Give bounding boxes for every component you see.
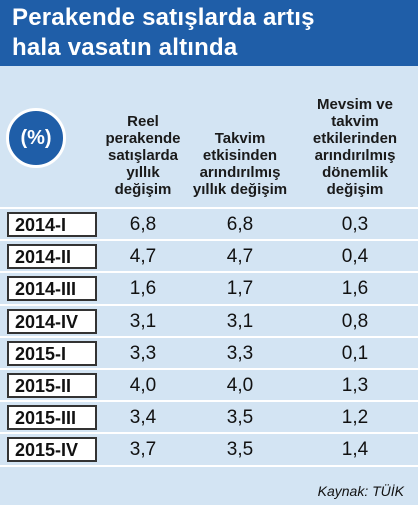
row-separator	[0, 271, 418, 274]
cell: 0,8	[341, 310, 369, 332]
cell: 0,1	[341, 342, 369, 364]
header-line: satışlarda	[107, 147, 179, 164]
cell: 3,3	[226, 342, 254, 364]
row-label: 2015-IV	[7, 437, 97, 463]
row-label: 2014-IV	[7, 308, 97, 334]
header-line: Mevsim ve	[317, 96, 393, 113]
header-line: takvim	[331, 113, 379, 130]
cell: 1,4	[341, 439, 369, 461]
cell: 3,5	[226, 439, 254, 461]
header-line: değişim	[114, 181, 172, 198]
row-label: 2014-III	[7, 276, 97, 302]
cell: 0,3	[341, 214, 369, 235]
header-line: arındırılmış	[314, 147, 396, 164]
column-header: Reel perakende satışlarda yıllık değişim	[105, 113, 180, 198]
title-line: hala vasatın altında	[12, 34, 238, 61]
cell: 4,7	[226, 246, 254, 268]
row-separator	[0, 400, 418, 403]
cell: 4,0	[226, 375, 254, 396]
cell: 1,6	[129, 278, 157, 300]
row-label: 2015-III	[7, 405, 97, 431]
row-separator	[0, 207, 418, 209]
header-line: yıllık	[126, 164, 160, 181]
cell: 4,7	[129, 246, 157, 268]
header-line: değişim	[326, 181, 384, 198]
column-header: Mevsim ve takvim etkilerinden arındırılmış d…	[313, 96, 397, 198]
header-line: etkisinden	[202, 147, 278, 164]
cell: 3,3	[129, 342, 157, 364]
header-line: etkilerinden	[312, 130, 398, 147]
cell: 1,2	[341, 407, 369, 429]
header-line: dönemlik	[322, 164, 388, 181]
row-separator	[0, 335, 418, 338]
row-label: 2015-II	[7, 373, 97, 398]
cell: 3,5	[226, 407, 254, 429]
cell: 3,4	[129, 407, 157, 429]
column-header: Takvim etkisinden arındırılmış yıllık değiş…	[193, 130, 287, 198]
cell: 1,7	[226, 278, 254, 300]
cell: 6,8	[226, 214, 254, 235]
row-label: 2014-I	[7, 212, 97, 237]
header-line: Reel	[127, 113, 159, 130]
row-label: 2015-I	[7, 340, 97, 366]
row-separator	[0, 368, 418, 370]
row-separator	[0, 464, 418, 467]
cell: 4,0	[129, 375, 157, 396]
row-separator	[0, 432, 418, 435]
cell: 3,1	[129, 310, 157, 332]
row-separator	[0, 303, 418, 306]
cell: 0,4	[341, 246, 369, 268]
cell: 1,3	[341, 375, 369, 396]
header-line: Takvim	[214, 130, 266, 147]
cell: 1,6	[341, 278, 369, 300]
title-line: Perakende satışlarda artış	[12, 4, 315, 31]
header-line: perakende	[105, 130, 181, 147]
row-label: 2014-II	[7, 244, 97, 270]
row-separator	[0, 239, 418, 242]
header-line: arındırılmış	[199, 164, 281, 181]
header-line: yıllık değişim	[192, 181, 288, 198]
cell: 3,1	[226, 310, 254, 332]
cell: 3,7	[129, 439, 157, 461]
cell: 6,8	[129, 214, 157, 235]
title-bar	[0, 0, 418, 66]
source: Kaynak: TÜİK	[317, 483, 404, 499]
unit-badge: (%)	[6, 108, 66, 168]
